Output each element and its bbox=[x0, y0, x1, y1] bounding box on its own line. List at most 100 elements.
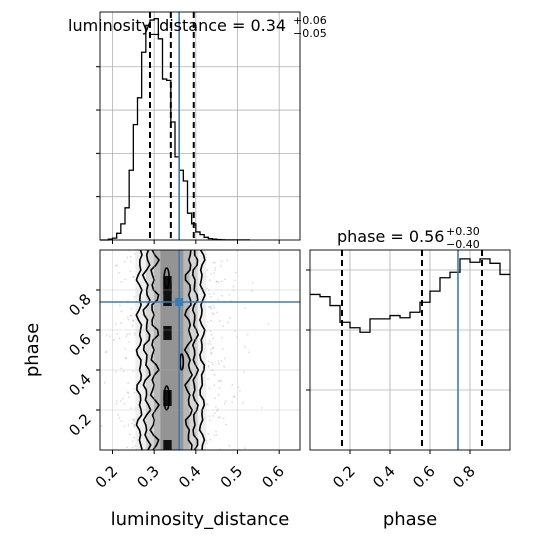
scatter-point bbox=[124, 278, 127, 281]
scatter-point bbox=[217, 393, 220, 396]
scatter-point bbox=[243, 345, 246, 348]
scatter-point bbox=[100, 424, 103, 427]
scatter-point bbox=[131, 418, 134, 421]
title-luminosity-distance-main: luminosity_distance = 0.34 bbox=[68, 16, 286, 36]
scatter-point bbox=[120, 310, 123, 313]
scatter-point bbox=[212, 347, 215, 349]
xlabel-phase: phase bbox=[383, 509, 437, 530]
scatter-xtick-label-1: 0.3 bbox=[133, 462, 163, 492]
scatter-point bbox=[103, 381, 106, 384]
scatter-point bbox=[210, 333, 213, 336]
scatter-point bbox=[212, 261, 215, 264]
contour-line-5 bbox=[198, 250, 206, 450]
scatter-point bbox=[96, 447, 98, 449]
ylabel-phase: phase bbox=[22, 323, 43, 377]
scatter-point bbox=[131, 446, 134, 449]
scatter-point bbox=[127, 392, 129, 394]
scatter-point bbox=[131, 440, 134, 443]
scatter-point bbox=[219, 320, 221, 322]
scatter-point bbox=[215, 434, 218, 436]
scatter-point bbox=[220, 379, 223, 382]
title-luminosity-distance: luminosity_distance = 0.34 +0.06 −0.05 bbox=[68, 14, 327, 40]
contour-line-4 bbox=[191, 250, 200, 450]
hist-phase-xtick-label-3: 0.8 bbox=[449, 462, 479, 492]
scatter-point bbox=[214, 269, 217, 271]
scatter-point bbox=[131, 324, 134, 327]
scatter-point bbox=[125, 335, 128, 338]
scatter-point bbox=[210, 348, 213, 351]
scatter-point bbox=[218, 380, 220, 382]
scatter-point bbox=[210, 352, 213, 354]
scatter-point bbox=[120, 281, 123, 283]
scatter-point bbox=[212, 364, 214, 366]
scatter-point bbox=[133, 425, 136, 428]
scatter-point bbox=[209, 419, 212, 422]
scatter-point bbox=[124, 348, 127, 350]
scatter-point bbox=[206, 269, 209, 271]
scatter-point bbox=[222, 417, 225, 420]
scatter-point bbox=[217, 281, 220, 284]
scatter-point bbox=[122, 370, 125, 373]
scatter-point bbox=[115, 370, 117, 373]
scatter-ytick-label-0: 0.2 bbox=[65, 410, 95, 440]
hist-phase-frame bbox=[309, 249, 511, 451]
scatter-point bbox=[208, 387, 211, 390]
scatter-point bbox=[132, 419, 135, 422]
scatter-point bbox=[221, 280, 223, 283]
scatter-point bbox=[133, 423, 136, 426]
scatter-point bbox=[129, 314, 132, 317]
scatter-point bbox=[126, 391, 129, 393]
scatter-point bbox=[132, 276, 135, 279]
scatter-point bbox=[209, 295, 212, 298]
scatter-xtick-label-0: 0.2 bbox=[92, 462, 122, 492]
title-phase-main: phase = 0.56 bbox=[337, 227, 444, 246]
scatter-point bbox=[226, 259, 229, 262]
scatter-point bbox=[221, 294, 224, 297]
title-luminosity-distance-minus: −0.05 bbox=[293, 27, 327, 40]
scatter-ytick-label-1: 0.4 bbox=[65, 370, 95, 400]
scatter-point bbox=[129, 260, 132, 263]
contour-line-3 bbox=[183, 250, 194, 450]
scatter-point bbox=[119, 322, 122, 324]
scatter-point bbox=[133, 424, 136, 427]
scatter-point bbox=[105, 334, 108, 336]
scatter-point bbox=[227, 321, 229, 324]
scatter-xtick-label-3: 0.5 bbox=[217, 462, 247, 492]
title-phase-plus: +0.30 bbox=[446, 225, 480, 238]
scatter-point bbox=[213, 313, 215, 315]
scatter-point bbox=[105, 350, 108, 353]
scatter-point bbox=[125, 357, 127, 359]
scatter-point bbox=[218, 380, 221, 383]
scatter-point bbox=[213, 384, 216, 387]
scatter-point bbox=[228, 444, 231, 447]
scatter-point bbox=[208, 415, 211, 417]
scatter-point bbox=[132, 319, 135, 322]
contour-line-1 bbox=[141, 250, 152, 450]
scatter-point bbox=[113, 339, 115, 342]
scatter-point bbox=[133, 420, 136, 423]
scatter-point bbox=[217, 298, 220, 301]
scatter-point bbox=[237, 386, 240, 389]
scatter-point bbox=[108, 335, 111, 338]
scatter-point bbox=[133, 295, 136, 298]
scatter-point bbox=[130, 315, 133, 317]
scatter-point bbox=[207, 343, 210, 345]
scatter-point bbox=[98, 444, 100, 446]
scatter-point bbox=[209, 352, 212, 355]
scatter-point bbox=[131, 422, 134, 425]
scatter-point bbox=[231, 401, 234, 403]
scatter-point bbox=[223, 278, 226, 281]
scatter-point bbox=[221, 348, 224, 351]
scatter-truth-marker bbox=[175, 298, 184, 306]
scatter-point bbox=[206, 440, 208, 442]
scatter-point bbox=[218, 416, 221, 418]
scatter-point bbox=[132, 275, 135, 278]
scatter-point bbox=[209, 305, 212, 308]
scatter-point bbox=[244, 307, 247, 310]
scatter-point bbox=[209, 343, 212, 345]
scatter-point bbox=[127, 424, 130, 427]
scatter-point bbox=[66, 392, 68, 394]
scatter-point bbox=[221, 336, 223, 339]
scatter-point bbox=[212, 292, 215, 295]
scatter-point bbox=[118, 272, 120, 274]
